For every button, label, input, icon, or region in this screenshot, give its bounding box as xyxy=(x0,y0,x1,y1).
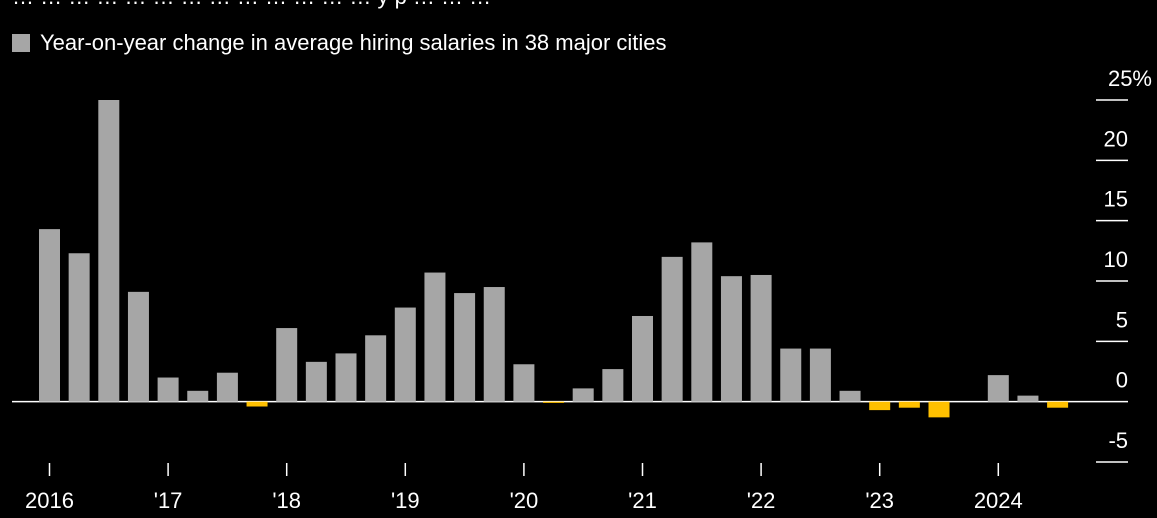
bar xyxy=(780,348,802,402)
bar xyxy=(543,401,565,403)
bar xyxy=(454,293,476,402)
bars xyxy=(39,100,1069,418)
bar xyxy=(365,335,387,402)
x-tick-label: '22 xyxy=(747,488,776,513)
y-tick-label: 5 xyxy=(1116,307,1128,332)
bar xyxy=(1017,395,1039,402)
legend-swatch xyxy=(12,34,30,52)
cut-off-subtitle: … … … … … … … … … … … … … y p … … … xyxy=(12,0,491,9)
y-tick-label: 20 xyxy=(1104,126,1128,151)
x-tick-label: 2016 xyxy=(25,488,74,513)
bar xyxy=(1047,401,1069,408)
bar xyxy=(98,100,120,402)
x-tick-label: '23 xyxy=(865,488,894,513)
bar xyxy=(602,369,624,402)
bar xyxy=(483,287,505,402)
bar xyxy=(987,375,1009,402)
bar xyxy=(246,401,268,407)
x-tick-label: 2024 xyxy=(974,488,1023,513)
bar xyxy=(720,276,742,402)
x-tick-label: '21 xyxy=(628,488,657,513)
bar xyxy=(898,401,920,408)
bar xyxy=(572,388,594,402)
y-tick-label: 15 xyxy=(1104,187,1128,212)
bar xyxy=(394,307,416,402)
bar xyxy=(127,291,149,402)
x-tick-label: '19 xyxy=(391,488,420,513)
x-axis: 2016 '17 '18 '19 '20 '21 '22 '23 2024 xyxy=(25,463,1023,513)
bar xyxy=(839,390,861,402)
bar xyxy=(661,256,683,402)
bar xyxy=(424,272,446,402)
bar xyxy=(216,372,238,402)
x-tick-label: '18 xyxy=(272,488,301,513)
x-tick-label: '20 xyxy=(510,488,539,513)
x-tick-label: '17 xyxy=(154,488,183,513)
bar xyxy=(68,253,90,402)
y-tick-label: 10 xyxy=(1104,247,1128,272)
bar xyxy=(691,242,713,402)
bar xyxy=(632,315,653,402)
legend-label: Year-on-year change in average hiring sa… xyxy=(40,30,667,55)
bar xyxy=(928,401,950,418)
legend: Year-on-year change in average hiring sa… xyxy=(12,30,667,56)
bar xyxy=(513,364,535,402)
y-tick-label: 25% xyxy=(1108,66,1152,91)
bar xyxy=(335,353,357,402)
bar xyxy=(869,401,891,411)
bar xyxy=(809,348,831,402)
bar xyxy=(39,229,60,402)
y-axis: 25% 20 15 10 5 0 -5 xyxy=(1096,66,1152,463)
bar xyxy=(187,390,209,402)
bar xyxy=(276,328,298,402)
bar xyxy=(750,274,772,402)
bar xyxy=(305,361,327,402)
bar xyxy=(157,377,179,402)
y-tick-label: 0 xyxy=(1116,368,1128,393)
y-tick-label: -5 xyxy=(1108,428,1128,453)
